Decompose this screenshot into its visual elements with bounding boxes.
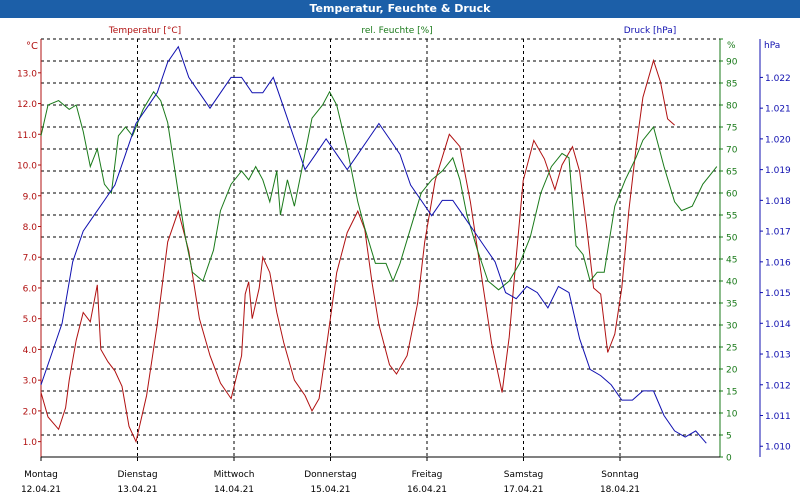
- x-day-label: Freitag: [412, 470, 443, 480]
- right2-tick-label: 1.013: [765, 351, 791, 361]
- x-day-label: Sonntag: [601, 470, 638, 480]
- x-date-label: 13.04.21: [117, 485, 157, 495]
- left-tick-label: 10.0: [17, 162, 37, 172]
- series-line: [40, 58, 675, 444]
- right2-tick-label: 1.011: [765, 412, 791, 422]
- left-tick-label: 2.0: [23, 407, 38, 417]
- chart-grid: [41, 38, 720, 457]
- right1-tick-label: 90: [726, 58, 738, 68]
- series-line: [40, 45, 707, 444]
- right2-tick-label: 1.019: [765, 166, 791, 176]
- legend-entry: Temperatur [°C]: [108, 26, 181, 36]
- chart-title: Temperatur, Feuchte & Druck: [309, 2, 491, 15]
- right1-tick-label: 5: [726, 432, 732, 442]
- right2-tick-label: 1.014: [765, 320, 791, 330]
- right1-tick-label: 10: [726, 410, 738, 420]
- right2-tick-label: 1.015: [765, 289, 791, 299]
- right1-axis-label: %: [727, 41, 736, 51]
- right2-tick-label: 1.012: [765, 381, 791, 391]
- left-tick-label: 3.0: [23, 377, 38, 387]
- x-day-label: Donnerstag: [304, 470, 357, 480]
- right1-tick-label: 25: [726, 344, 737, 354]
- right1-tick-label: 40: [726, 278, 738, 288]
- right1-tick-label: 15: [726, 388, 737, 398]
- left-tick-label: 7.0: [23, 254, 38, 264]
- left-tick-label: 13.0: [17, 69, 37, 79]
- right1-tick-label: 65: [726, 168, 737, 178]
- chart-ticks: °C 1.0 2.0 3.0 4.0 5.0 6.0 7.0 8.0 9.0 10.0 11.0 12.…: [17, 38, 791, 464]
- legend-entry: rel. Feuchte [%]: [361, 26, 432, 36]
- x-date-label: 16.04.21: [407, 485, 447, 495]
- left-tick-label: 1.0: [23, 438, 38, 448]
- right1-tick-label: 30: [726, 322, 738, 332]
- left-axis-label: °C: [26, 41, 38, 52]
- x-day-label: Montag: [24, 470, 58, 480]
- right1-tick-label: 70: [726, 146, 738, 156]
- chart-title-bar: Temperatur, Feuchte & Druck: [0, 0, 800, 18]
- chart-legend: Temperatur [°C] rel. Feuchte [%] Druck [hP…: [108, 26, 676, 36]
- right1-tick-label: 45: [726, 256, 737, 266]
- right1-tick-label: 75: [726, 124, 737, 134]
- right2-axis-label: hPa: [764, 41, 780, 51]
- x-day-label: Mittwoch: [214, 470, 255, 480]
- right2-tick-label: 1.022: [765, 74, 791, 84]
- right1-tick-label: 60: [726, 190, 738, 200]
- chart-axes: [40, 39, 761, 458]
- right2-tick-label: 1.020: [765, 135, 791, 145]
- legend-entry: Druck [hPa]: [624, 26, 677, 36]
- right2-tick-label: 1.010: [765, 443, 791, 453]
- left-tick-label: 11.0: [17, 131, 37, 141]
- right2-tick-label: 1.021: [765, 105, 791, 115]
- left-tick-label: 12.0: [17, 100, 37, 110]
- x-date-label: 17.04.21: [503, 485, 543, 495]
- right2-tick-label: 1.016: [765, 258, 791, 268]
- series-line: [40, 90, 718, 291]
- right1-tick-label: 20: [726, 366, 738, 376]
- x-date-label: 18.04.21: [600, 485, 640, 495]
- chart-series: [40, 45, 718, 444]
- right1-tick-label: 50: [726, 234, 738, 244]
- left-tick-label: 8.0: [23, 223, 38, 233]
- right2-tick-label: 1.018: [765, 197, 791, 207]
- right1-tick-label: 0: [726, 454, 732, 464]
- chart-x-labels: Montag 12.04.21 Dienstag 13.04.21 Mittwoch 14…: [21, 470, 640, 495]
- x-day-label: Dienstag: [117, 470, 157, 480]
- right1-tick-label: 85: [726, 80, 737, 90]
- right2-tick-label: 1.017: [765, 228, 791, 238]
- left-tick-label: 9.0: [23, 192, 38, 202]
- x-date-label: 15.04.21: [310, 485, 350, 495]
- left-tick-label: 6.0: [23, 284, 38, 294]
- right1-tick-label: 80: [726, 102, 738, 112]
- right1-tick-label: 35: [726, 300, 737, 310]
- x-date-label: 12.04.21: [21, 485, 61, 495]
- x-day-label: Samstag: [504, 470, 543, 480]
- right1-tick-label: 55: [726, 212, 737, 222]
- left-tick-label: 5.0: [23, 315, 38, 325]
- x-date-label: 14.04.21: [214, 485, 254, 495]
- left-tick-label: 4.0: [23, 346, 38, 356]
